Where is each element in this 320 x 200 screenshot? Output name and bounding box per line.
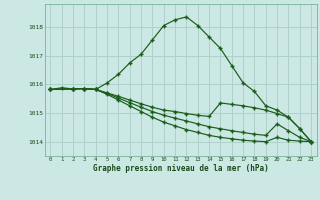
X-axis label: Graphe pression niveau de la mer (hPa): Graphe pression niveau de la mer (hPa) [93, 164, 269, 173]
